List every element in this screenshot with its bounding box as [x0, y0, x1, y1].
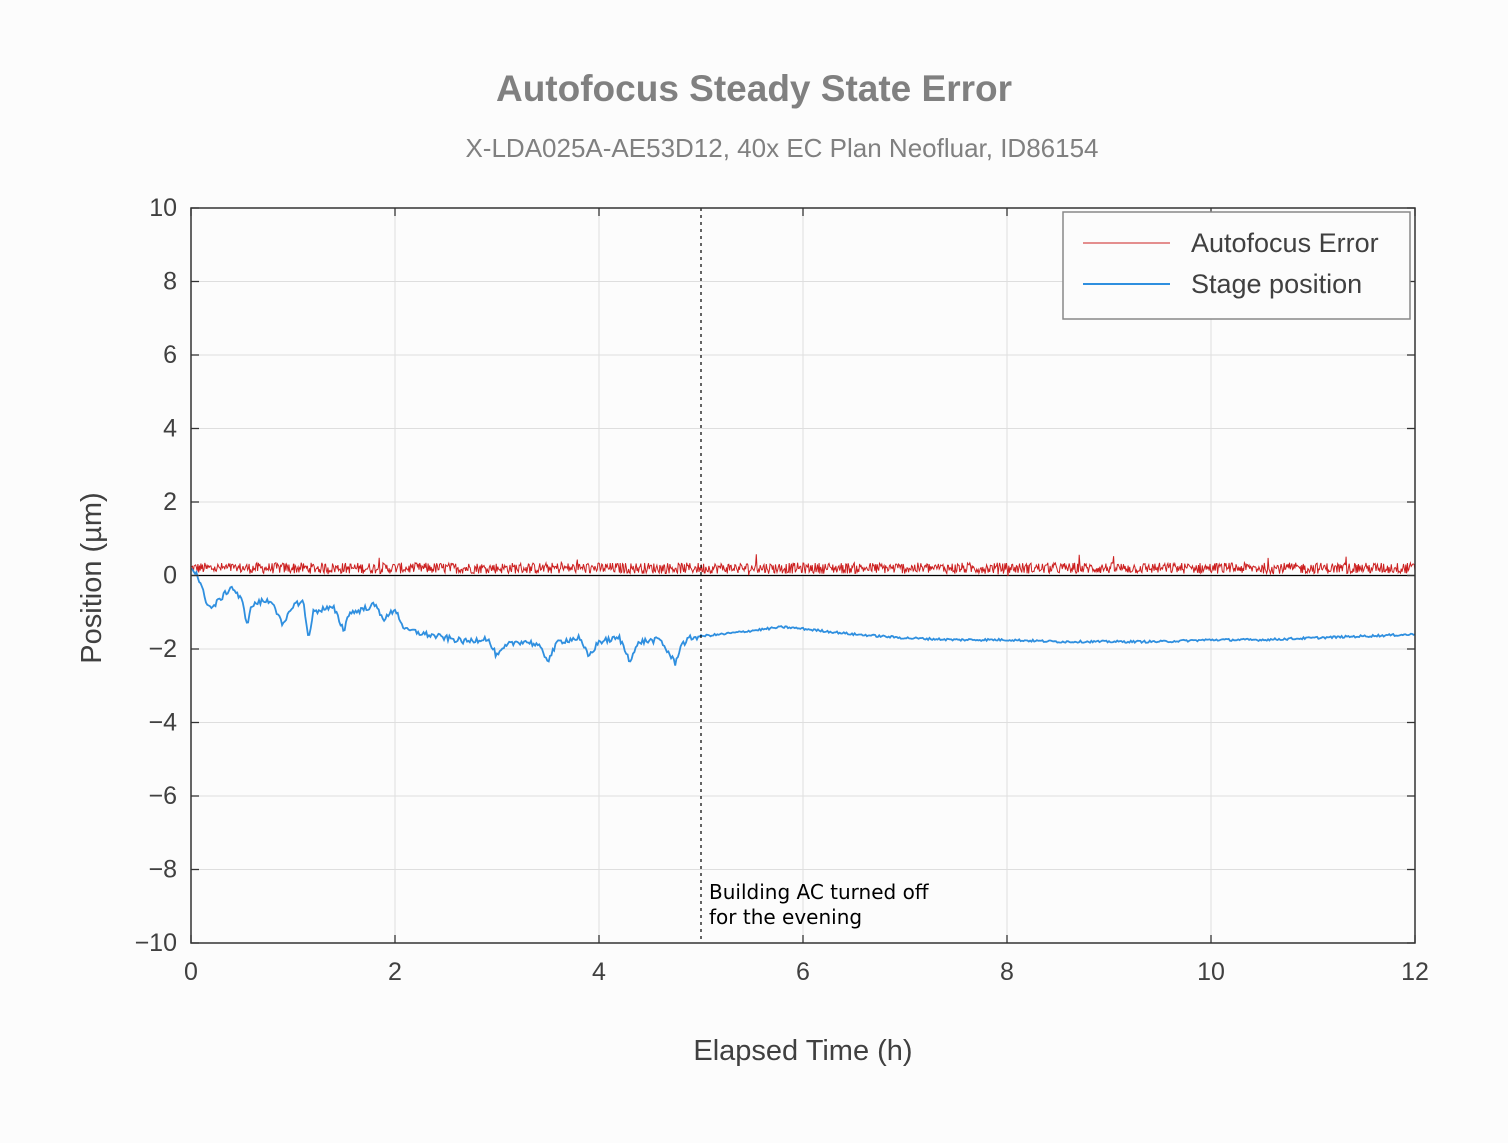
- annotation-text-line1: Building AC turned off: [709, 880, 930, 904]
- y-tick-label: −2: [148, 635, 177, 663]
- ticks: [190, 207, 1416, 944]
- y-tick-label: 2: [163, 488, 177, 516]
- plot-lines: [190, 554, 1416, 666]
- y-tick-label: 6: [163, 341, 177, 369]
- legend-label-stage-position: Stage position: [1191, 269, 1362, 299]
- x-tick-label: 0: [184, 958, 198, 986]
- y-tick-label: −10: [135, 929, 177, 957]
- x-tick-label: 8: [1000, 958, 1014, 986]
- y-axis-label: Position (µm): [76, 492, 108, 663]
- x-tick-label: 12: [1401, 958, 1429, 986]
- chart-title: Autofocus Steady State Error: [495, 68, 1013, 109]
- y-tick-label: −4: [148, 709, 177, 737]
- legend-box: [1062, 211, 1411, 320]
- y-tick-label: 0: [163, 562, 177, 590]
- x-axis-label: Elapsed Time (h): [693, 1035, 912, 1067]
- y-tick-label: 8: [163, 268, 177, 296]
- chart-subtitle: X-LDA025A-AE53D12, 40x EC Plan Neofluar,…: [465, 133, 1099, 163]
- series-autofocus-error-line: [190, 554, 1416, 577]
- tick-labels: 0 2 4 6 8 10 12 10 8 6 4 2 0 −2 −4 −6 −8 −10: [135, 194, 1429, 986]
- legend: Autofocus Error Stage position: [1062, 211, 1411, 320]
- x-tick-label: 10: [1197, 958, 1225, 986]
- annotation-text-line2: for the evening: [709, 905, 862, 929]
- x-tick-label: 4: [592, 958, 606, 986]
- y-tick-label: −6: [148, 782, 177, 810]
- y-tick-label: −8: [148, 856, 177, 884]
- x-tick-label: 2: [388, 958, 402, 986]
- y-tick-label: 10: [149, 194, 177, 222]
- series-stage-position-line: [190, 567, 1416, 666]
- x-tick-label: 6: [796, 958, 810, 986]
- y-tick-label: 4: [163, 415, 177, 443]
- legend-label-autofocus-error: Autofocus Error: [1191, 228, 1379, 258]
